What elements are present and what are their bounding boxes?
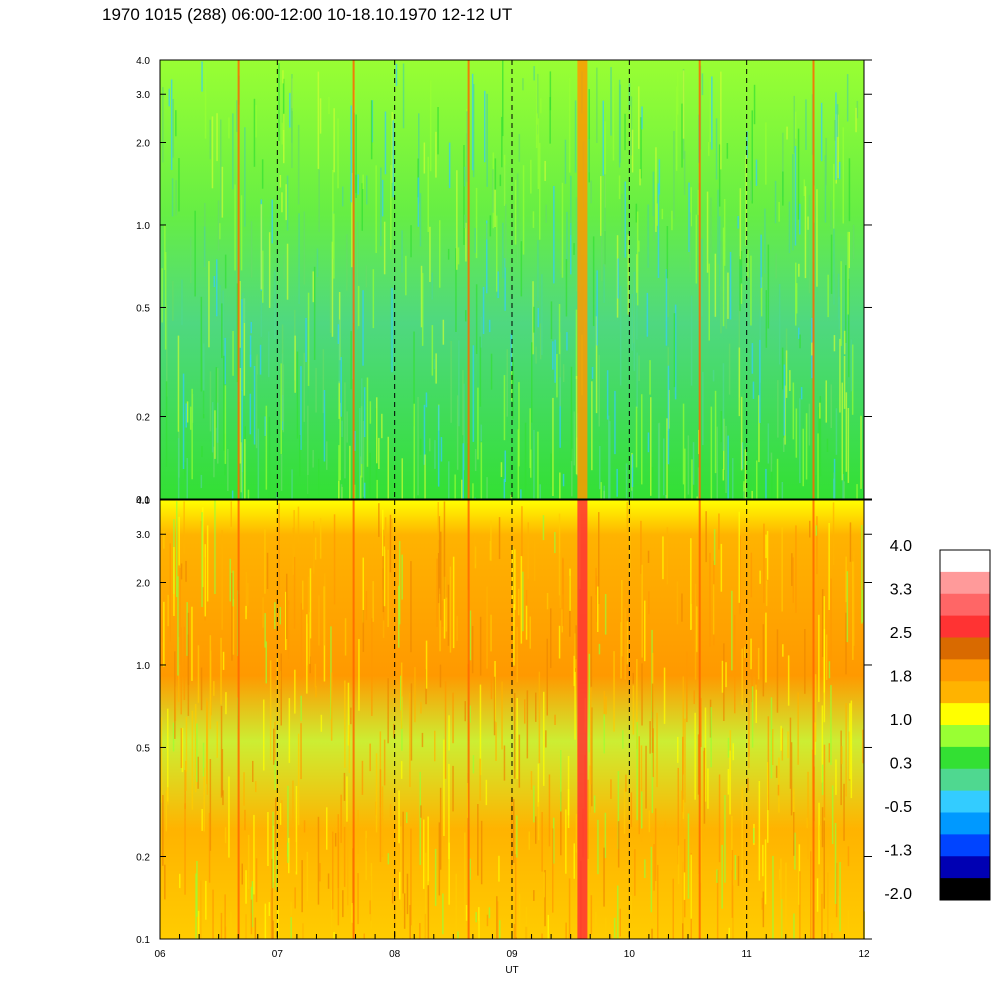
x-tick-label: 08 xyxy=(389,949,401,960)
y-tick-label: 4.0 xyxy=(136,496,150,507)
bright-band xyxy=(352,500,355,939)
colorbar-segment xyxy=(940,615,990,639)
colorbar-segment xyxy=(940,768,990,792)
heatmap-texture xyxy=(161,60,862,499)
y-tick-label: 3.0 xyxy=(136,90,150,101)
y-tick-label: 2.0 xyxy=(136,138,150,149)
y-tick-label: 0.5 xyxy=(136,743,150,754)
bright-band xyxy=(698,60,701,499)
colorbar-label: 3.3 xyxy=(890,582,912,599)
colorbar-segment xyxy=(940,878,990,901)
lower-panel: 0.1 0.2 0.5 1.0 2.0 3.0 4.0 xyxy=(136,496,872,946)
colorbar-segment xyxy=(940,681,990,704)
colorbar-segment xyxy=(940,550,990,573)
colorbar-segment xyxy=(940,725,990,748)
bright-band xyxy=(812,500,815,939)
x-tick-label: 10 xyxy=(624,949,636,960)
colorbar-segment xyxy=(940,659,990,682)
y-tick-label: 0.2 xyxy=(136,853,150,864)
bright-band xyxy=(467,60,470,499)
y-tick-label: 1.0 xyxy=(136,661,150,672)
y-tick-label: 4.0 xyxy=(136,56,150,67)
bright-band xyxy=(352,60,355,499)
bright-band xyxy=(237,500,240,939)
colorbar-segment xyxy=(940,593,990,617)
colorbar-label: 4.0 xyxy=(890,538,912,555)
upper-panel: 0.1 0.2 0.5 1.0 2.0 3.0 4.0 xyxy=(136,56,872,506)
colorbar-segment xyxy=(940,746,990,770)
x-tick-label: 09 xyxy=(506,949,518,960)
bright-band xyxy=(577,500,588,939)
bright-band xyxy=(577,60,588,499)
colorbar-segment xyxy=(940,703,990,726)
y-tick-label: 0.2 xyxy=(136,413,150,424)
bright-band xyxy=(698,500,701,939)
colorbar-segment xyxy=(940,637,990,660)
bright-band xyxy=(467,500,470,939)
panel-frame xyxy=(159,59,865,500)
colorbar-label: 2.5 xyxy=(890,625,912,642)
y-tick-label: 2.0 xyxy=(136,578,150,589)
heatmap-texture xyxy=(160,500,865,939)
colorbar-segment xyxy=(940,571,990,595)
x-axis-label: UT xyxy=(505,965,518,976)
x-tick-label: 07 xyxy=(272,949,284,960)
bright-band xyxy=(237,60,240,499)
colorbar-label: 0.3 xyxy=(890,756,912,773)
x-tick-label: 12 xyxy=(858,949,870,960)
colorbar-segment xyxy=(940,790,990,814)
x-tick-label: 06 xyxy=(154,949,166,960)
y-tick-label: 1.0 xyxy=(136,221,150,232)
y-tick-label: 0.5 xyxy=(136,303,150,314)
x-tick-label: 11 xyxy=(741,949,752,960)
colorbar-label: -0.5 xyxy=(884,799,912,816)
bright-band xyxy=(812,60,815,499)
colorbar-label: 1.8 xyxy=(890,669,912,686)
colorbar-frame xyxy=(939,549,991,901)
x-axis: 06 07 08 09 10 11 12 UT xyxy=(154,931,870,976)
colorbar-segment xyxy=(940,812,990,835)
colorbar: 4.0 3.3 2.5 1.8 1.0 0.3 -0.5 -1.3 -2.0 xyxy=(884,538,991,903)
y-tick-label: 0.1 xyxy=(136,935,150,946)
colorbar-segment xyxy=(940,834,990,857)
colorbar-label: 1.0 xyxy=(890,712,912,729)
chart-title: 1970 1015 (288) 06:00-12:00 10-18.10.197… xyxy=(102,5,513,24)
colorbar-segment xyxy=(940,856,990,879)
y-tick-label: 3.0 xyxy=(136,530,150,541)
y-tick-label: 0.1 xyxy=(136,495,150,506)
colorbar-label: -1.3 xyxy=(884,843,912,860)
colorbar-label: -2.0 xyxy=(884,886,912,903)
